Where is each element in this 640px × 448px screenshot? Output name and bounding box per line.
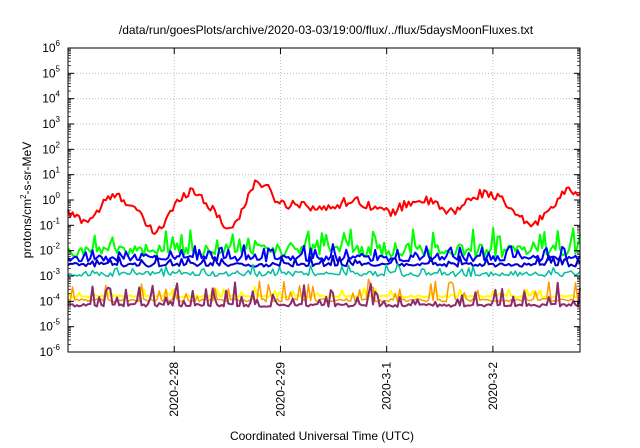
- y-tick-label: 10-1: [40, 216, 61, 232]
- y-tick-label: 106: [42, 39, 60, 55]
- series-line: [67, 226, 581, 258]
- x-axis-label: Coordinated Universal Time (UTC): [230, 429, 414, 443]
- plot-frame: [67, 47, 581, 353]
- x-tick-label: 2020-3-2: [486, 362, 500, 410]
- series-line: [67, 179, 581, 235]
- grid: [68, 48, 580, 352]
- y-axis-label: protons/cm2-s-sr-MeV: [19, 142, 34, 258]
- series-line: [67, 254, 581, 268]
- y-axis-label-suffix: -s-sr-MeV: [20, 142, 34, 195]
- series-line: [67, 263, 581, 278]
- y-tick-label: 103: [42, 115, 60, 131]
- series-line: [67, 243, 581, 263]
- x-tick-labels: 2020-2-28 2020-2-29 2020-3-1 2020-3-2: [167, 362, 500, 417]
- axes: [67, 47, 581, 353]
- y-tick-labels: 10-6 10-5 10-4 10-3 10-2 10-1 100 101 102 103 104 1…: [40, 39, 61, 359]
- x-tick-label: 2020-2-28: [167, 362, 181, 417]
- y-tick-label: 100: [42, 191, 60, 207]
- y-tick-label: 104: [42, 90, 60, 106]
- y-tick-label: 10-5: [40, 318, 61, 334]
- series-layer: [67, 179, 581, 308]
- x-tick-label: 2020-3-1: [380, 362, 394, 410]
- y-tick-label: 10-6: [40, 343, 61, 359]
- y-tick-label: 10-3: [40, 267, 61, 283]
- y-axis-label-prefix: protons/cm: [20, 199, 34, 258]
- y-tick-label: 10-2: [40, 242, 61, 258]
- series-line: [67, 281, 581, 308]
- y-tick-label: 102: [42, 140, 60, 156]
- y-tick-label: 10-4: [40, 292, 61, 308]
- y-tick-label: 105: [42, 64, 60, 80]
- chart-title: /data/run/goesPlots/archive/2020-03-03/1…: [119, 23, 534, 37]
- y-tick-label: 101: [42, 166, 60, 182]
- y-axis-label-sup: 2: [19, 194, 28, 199]
- x-tick-label: 2020-2-29: [273, 362, 287, 417]
